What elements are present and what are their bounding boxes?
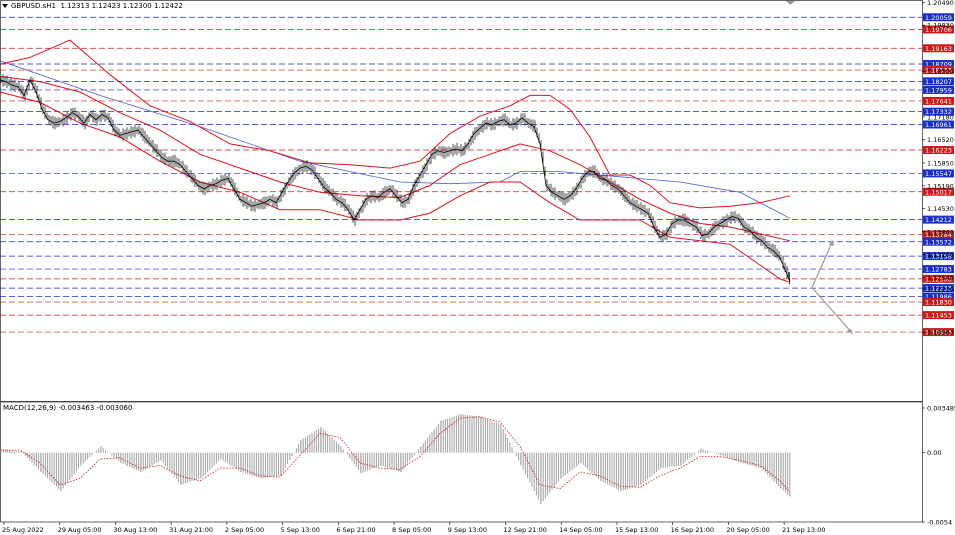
price-level-tag [923, 146, 954, 155]
price-level-tag [923, 59, 954, 68]
x-axis-tick-label: 30 Aug 13:00 [113, 526, 157, 534]
price-level-label: 1.11986 [925, 293, 952, 301]
y-axis-tick-label: 1.15850 [927, 159, 954, 167]
y-axis-tick-label: 1.12210 [927, 285, 954, 293]
price-level-tag [923, 230, 954, 239]
price-level-label: 1.12500 [925, 275, 952, 283]
price-level-tag [923, 77, 954, 86]
arrow-down-icon [847, 328, 853, 335]
x-axis-tick-label: 12 Sep 21:00 [504, 526, 547, 534]
price-level-tag [923, 25, 954, 34]
price-level-label: 1.17641 [925, 97, 952, 105]
y-axis-tick-label: 1.13860 [927, 228, 954, 236]
x-axis-tick-label: 14 Sep 05:00 [559, 526, 602, 534]
price-level-label: 1.13158 [925, 253, 952, 261]
price-level-label: 1.13784 [925, 231, 952, 239]
macd-axis-tick-label: 0.003485 [927, 405, 955, 413]
price-level-label: 1.18709 [925, 60, 952, 68]
price-level-tag [923, 298, 954, 307]
arrow-up-icon [829, 240, 834, 246]
price-level-tag [923, 274, 954, 283]
price-level-tag [923, 96, 954, 105]
ohlc-readout: 1.12313 1.12423 1.12300 1.12422 [60, 2, 183, 10]
arrow-up-line [811, 242, 833, 288]
price-level-label: 1.11453 [925, 312, 952, 320]
price-level-label: 1.16223 [925, 147, 952, 155]
price-level-tag [923, 265, 954, 274]
x-axis-tick-label: 8 Sep 05:00 [392, 526, 431, 534]
x-axis-tick-label: 5 Sep 13:00 [281, 526, 320, 534]
price-level-tag [923, 328, 954, 337]
price-level-label: 1.16961 [925, 121, 952, 129]
price-level-tag [923, 85, 954, 94]
price-level-label: 1.12783 [925, 266, 952, 274]
price-level-label: 1.17959 [925, 86, 952, 94]
bollinger-mid-band [0, 75, 791, 242]
x-axis-tick-label: 6 Sep 21:00 [336, 526, 375, 534]
price-level-label: 1.19706 [925, 26, 952, 34]
price-level-label: 1.11830 [925, 299, 952, 307]
macd-indicator-label: MACD(12,26,9) -0.003463 -0.003060 [3, 404, 133, 412]
price-line [0, 78, 791, 282]
x-axis-tick-label: 29 Aug 05:00 [58, 526, 102, 534]
x-axis-tick-label: 2 Sep 05:00 [225, 526, 264, 534]
arrow-down-line [811, 287, 853, 334]
price-level-label: 1.18533 [925, 67, 952, 75]
price-level-label: 1.17332 [925, 108, 952, 116]
bollinger-lower-band [0, 91, 791, 283]
price-level-tag [923, 44, 954, 53]
x-axis-tick-label: 16 Sep 21:00 [671, 526, 714, 534]
price-level-label: 1.20059 [925, 14, 952, 22]
y-axis-tick-label: 1.12540 [927, 274, 954, 282]
price-level-label: 1.12233 [925, 285, 952, 293]
price-level-label: 1.13572 [925, 238, 952, 246]
macd-axis-tick-label: -0.0054 [927, 519, 952, 527]
x-axis-tick-label: 9 Sep 13:00 [448, 526, 487, 534]
price-level-tag [923, 169, 954, 178]
price-level-label: 1.18207 [925, 78, 952, 86]
y-axis-tick-label: 1.14530 [927, 205, 954, 213]
x-axis-tick-label: 31 Aug 21:00 [169, 526, 213, 534]
price-level-tag [923, 215, 954, 224]
symbol-timeframe[interactable]: GBPUSD.sH1 [11, 2, 56, 10]
main-pane-frame [0, 0, 923, 402]
macd-signal-line [0, 416, 791, 493]
y-axis-tick-label: 1.10963 [927, 329, 954, 337]
price-level-tag [923, 13, 954, 22]
price-level-label: 1.15017 [925, 188, 952, 196]
y-axis-tick-label: 1.19830 [927, 22, 954, 30]
x-axis-tick-label: 21 Sep 13:00 [782, 526, 825, 534]
price-level-tag [923, 292, 954, 301]
price-level-label: 1.14212 [925, 216, 952, 224]
x-axis-tick-label: 20 Sep 05:00 [726, 526, 769, 534]
y-axis-tick-label: 1.15190 [927, 182, 954, 190]
price-level-label: 1.10963 [925, 329, 952, 337]
scroll-marker-icon [786, 1, 795, 5]
price-level-tag [923, 252, 954, 261]
price-level-tag [923, 107, 954, 116]
y-axis-tick-label: 1.17180 [927, 113, 954, 121]
price-level-label: 1.19163 [925, 45, 952, 53]
y-axis-tick-label: 1.18500 [927, 68, 954, 76]
chart-header: GBPUSD.sH1 1.12313 1.12423 1.12300 1.124… [2, 2, 183, 10]
bollinger-upper-band [0, 39, 791, 209]
x-axis-tick-label: 15 Sep 13:00 [615, 526, 658, 534]
y-axis-tick-label: 1.16520 [927, 136, 954, 144]
price-level-tag [923, 120, 954, 129]
price-level-tag [923, 311, 954, 320]
y-axis-tick-label: 1.13200 [927, 251, 954, 259]
x-axis-tick-label: 25 Aug 2022 [2, 526, 44, 534]
macd-pane-frame [0, 401, 923, 523]
price-level-tag [923, 237, 954, 246]
y-axis-tick-label: 1.20490 [927, 0, 954, 7]
price-level-tag [923, 66, 954, 75]
price-level-tag [923, 187, 954, 196]
price-level-tag [923, 284, 954, 293]
macd-axis-tick-label: 0.00 [927, 449, 941, 457]
price-level-label: 1.15547 [925, 170, 952, 178]
symbol-dropdown-icon[interactable] [2, 4, 8, 8]
